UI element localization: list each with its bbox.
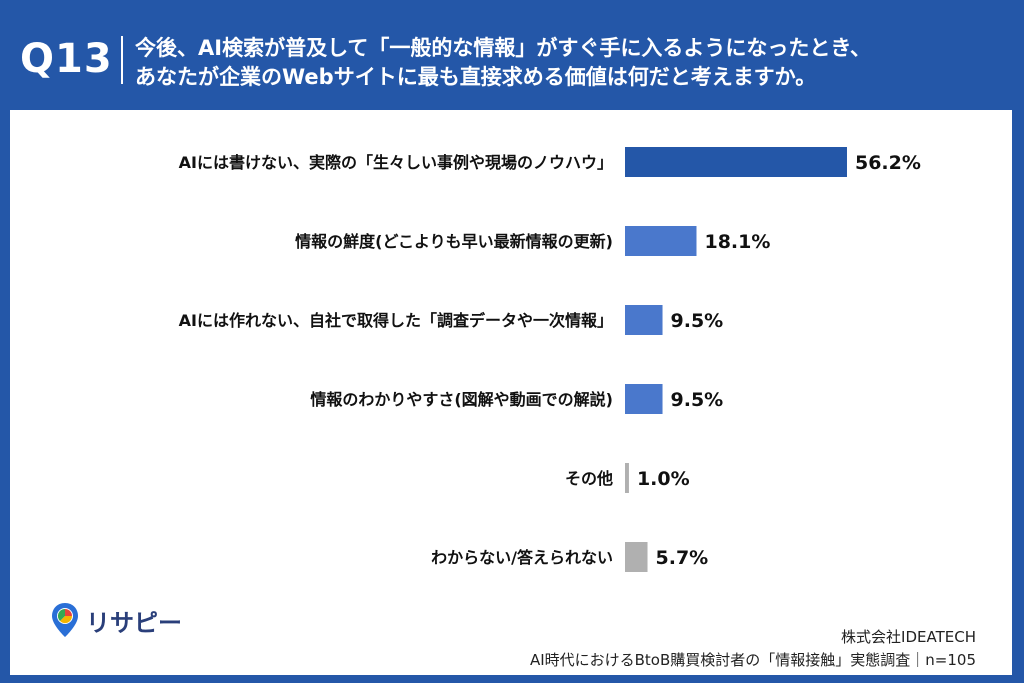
category-label: AIには書けない、実際の「生々しい事例や現場のノウハウ」 xyxy=(179,153,613,172)
survey-credit: AI時代におけるBtoB購買検討者の「情報接触」実態調査｜n=105 xyxy=(529,651,976,669)
bar-chart: AIには書けない、実際の「生々しい事例や現場のノウハウ」 56.2% 情報の鮮度(ど… xyxy=(179,137,921,582)
bar xyxy=(625,542,648,572)
question-header: Q13 今後、AI検索が普及して「一般的な情報」がすぐ手に入るようになったとき、… xyxy=(0,0,1024,110)
category-label: 情報の鮮度(どこよりも早い最新情報の更新) xyxy=(295,232,613,251)
category-label: AIには作れない、自社で取得した「調査データや一次情報」 xyxy=(179,311,613,330)
company-credit: 株式会社IDEATECH xyxy=(841,628,976,646)
header-divider xyxy=(121,36,123,84)
chart-panel: AIには書けない、実際の「生々しい事例や現場のノウハウ」 56.2% 情報の鮮度(ど… xyxy=(10,110,1012,675)
question-text: 今後、AI検索が普及して「一般的な情報」がすぐ手に入るようになったとき、 あなた… xyxy=(135,34,1015,92)
bar xyxy=(625,384,663,414)
question-line-2: あなたが企業のWebサイトに最も直接求める価値は何だと考えますか。 xyxy=(135,65,817,89)
value-label: 56.2% xyxy=(855,152,921,174)
question-line-1: 今後、AI検索が普及して「一般的な情報」がすぐ手に入るようになったとき、 xyxy=(135,36,871,60)
category-label: 情報のわかりやすさ(図解や動画での解説) xyxy=(310,390,613,409)
value-label: 1.0% xyxy=(637,468,690,490)
bar xyxy=(625,305,663,335)
question-number: Q13 xyxy=(20,36,113,82)
pin-logo-icon xyxy=(52,603,78,637)
value-label: 9.5% xyxy=(671,310,724,332)
bar xyxy=(625,463,629,493)
logo-text: リサピー xyxy=(86,608,182,637)
risapi-logo: リサピー xyxy=(50,600,182,640)
value-label: 9.5% xyxy=(671,389,724,411)
category-label: その他 xyxy=(565,469,613,488)
value-label: 5.7% xyxy=(656,547,709,569)
bar xyxy=(625,226,697,256)
category-label: わからない/答えられない xyxy=(431,548,613,567)
value-label: 18.1% xyxy=(704,231,770,253)
bar xyxy=(625,147,847,177)
